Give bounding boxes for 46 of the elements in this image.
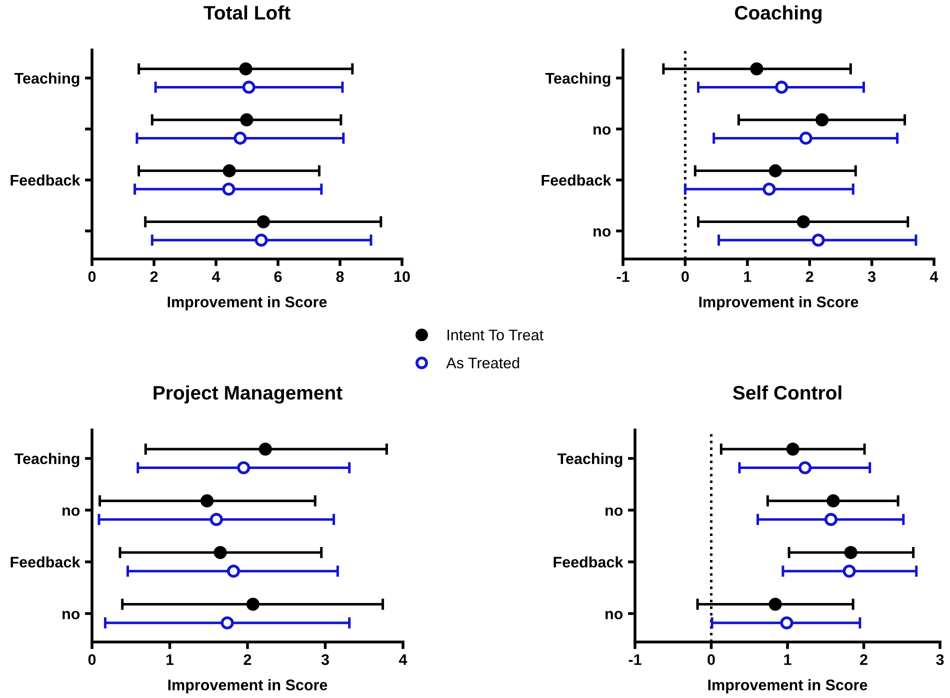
chart-title: Project Management	[154, 385, 342, 404]
x-tick-label: 2	[806, 271, 814, 282]
x-tick-label: 4	[930, 271, 938, 282]
x-axis-title: Improvement in Score	[699, 296, 858, 310]
y-tick-label: Teaching	[14, 72, 80, 87]
chart-title: Coaching	[735, 5, 822, 24]
x-tick-label: 10	[394, 271, 410, 282]
x-tick-label: 4	[212, 271, 220, 282]
legend-label: As Treated	[446, 357, 520, 368]
x-tick-label: 3	[868, 271, 876, 282]
x-axis-title: Improvement in Score	[708, 679, 868, 694]
y-tick-label: Feedback	[542, 174, 612, 186]
chart-title: Total Loft	[204, 5, 290, 20]
x-tick-label: 3	[321, 654, 329, 666]
y-tick-label: Teaching	[14, 452, 80, 468]
x-tick-label: 8	[336, 271, 344, 282]
y-tick-label: no	[606, 507, 623, 516]
y-tick-label: Teaching	[557, 452, 622, 468]
y-tick-label: Feedback	[554, 556, 624, 568]
x-tick-label: 1	[744, 271, 752, 282]
y-tick-label: no	[62, 507, 80, 516]
legend-label: Intent To Treat	[448, 330, 544, 340]
x-tick-label: 2	[860, 654, 868, 665]
x-axis-title: Improvement in Score	[168, 296, 327, 310]
x-tick-label: -1	[628, 654, 642, 665]
y-tick-label: no	[606, 610, 623, 620]
x-tick-label: -1	[616, 271, 630, 282]
x-tick-label: 6	[274, 271, 282, 282]
x-tick-label: 3	[936, 654, 944, 666]
x-tick-label: 0	[682, 271, 689, 282]
x-tick-label: 1	[166, 654, 174, 665]
y-tick-label: no	[62, 610, 80, 620]
x-tick-label: 0	[708, 654, 715, 666]
y-tick-label: Feedback	[10, 174, 80, 186]
y-tick-label: no	[594, 126, 611, 135]
x-tick-label: 1	[784, 654, 792, 665]
x-tick-label: 2	[150, 271, 158, 282]
y-tick-label: Teaching	[545, 72, 610, 87]
x-tick-label: 4	[398, 654, 408, 665]
x-tick-label: 0	[88, 271, 96, 282]
x-tick-label: 2	[244, 654, 252, 665]
y-tick-label: Feedback	[10, 556, 80, 568]
x-tick-label: 0	[88, 654, 96, 666]
x-axis-title: Improvement in Score	[168, 679, 328, 694]
chart-title: Self Control	[732, 385, 842, 400]
y-tick-label: no	[594, 228, 611, 237]
